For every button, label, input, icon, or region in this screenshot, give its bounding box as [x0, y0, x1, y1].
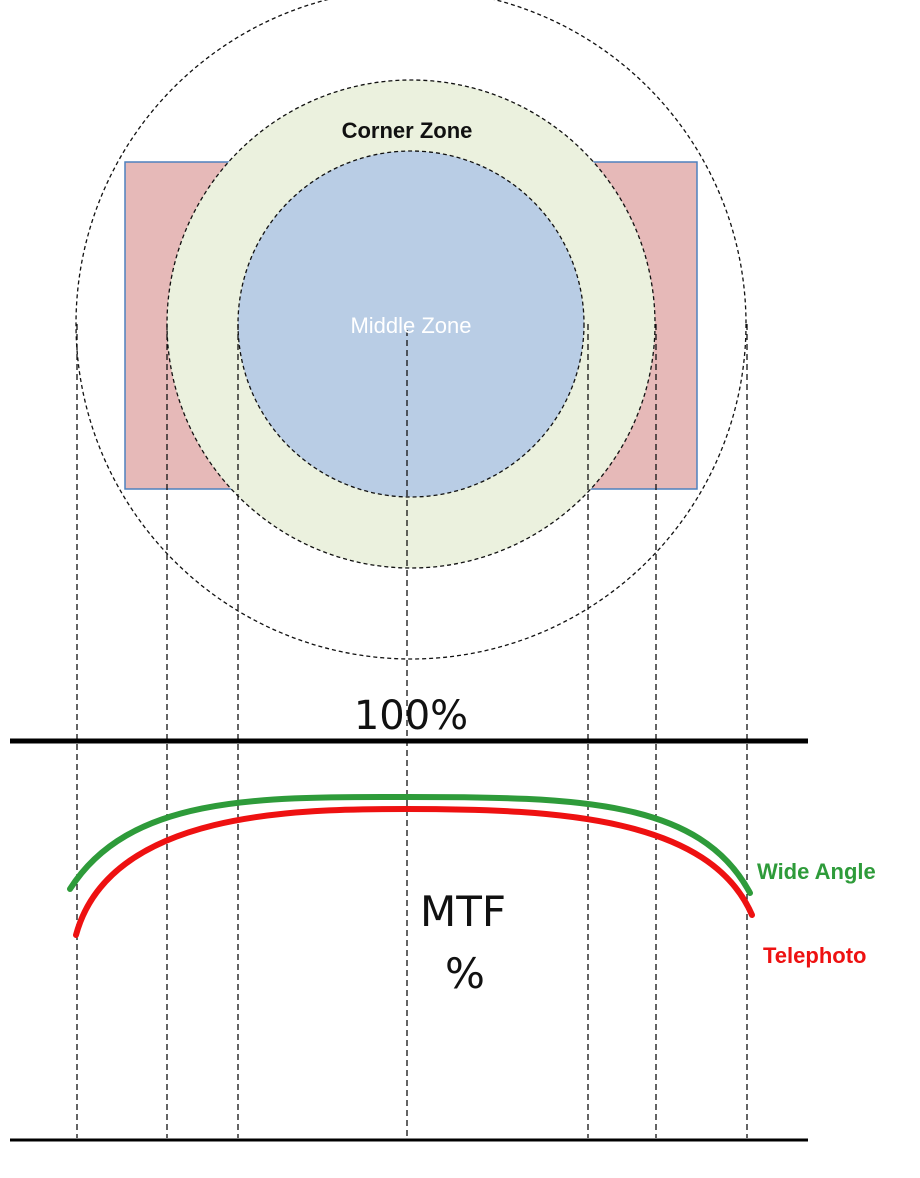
middle-zone-circle [237, 150, 585, 498]
telephoto-curve [73, 805, 755, 938]
outer-image-circle [75, 0, 747, 660]
wide-angle-label: Wide Angle [757, 859, 876, 884]
mtf-label: MTF [420, 887, 506, 936]
corner-zone-label: Corner Zone [342, 118, 473, 143]
hundred-percent-label: 100% [354, 693, 468, 739]
wide-angle-curve [67, 793, 753, 896]
mtf-percent-label: % [445, 949, 485, 998]
middle-zone-label: Middle Zone [350, 313, 471, 338]
projection-lines [76, 324, 748, 1138]
telephoto-label: Telephoto [763, 943, 866, 968]
